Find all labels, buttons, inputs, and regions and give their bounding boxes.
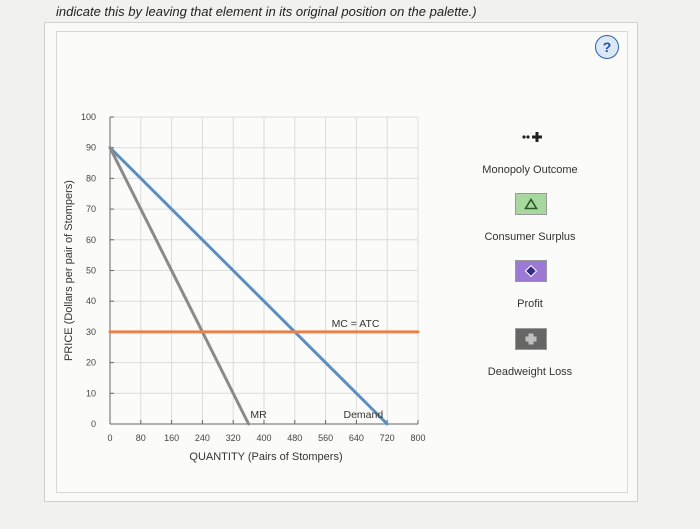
palette-label-profit: Profit	[517, 298, 543, 310]
y-tick-label: 0	[91, 419, 96, 429]
x-tick-label: 80	[136, 433, 146, 443]
palette-label-monopoly-outcome: Monopoly Outcome	[482, 164, 578, 176]
y-axis-title: PRICE (Dollars per pair of Stompers)	[63, 180, 75, 361]
x-tick-label: 0	[107, 433, 112, 443]
y-tick-label: 70	[86, 204, 96, 214]
y-tick-label: 100	[81, 112, 96, 122]
x-tick-label: 320	[226, 433, 241, 443]
help-button[interactable]: ?	[595, 35, 619, 59]
x-tick-label: 720	[380, 433, 395, 443]
y-tick-label: 50	[86, 266, 96, 276]
plus-icon	[524, 332, 538, 346]
palette-label-deadweight-loss: Deadweight Loss	[487, 366, 573, 378]
y-tick-label: 10	[86, 388, 96, 398]
instruction-text: indicate this by leaving that element in…	[56, 4, 477, 19]
x-tick-label: 400	[256, 433, 271, 443]
x-tick-label: 800	[410, 433, 425, 443]
series-line-mr	[108, 146, 251, 426]
y-tick-label: 20	[86, 358, 96, 368]
y-tick-label: 90	[86, 143, 96, 153]
diamond-icon	[524, 264, 538, 278]
palette-tool-consumer-surplus[interactable]	[515, 193, 547, 215]
palette-tool-monopoly-outcome[interactable]	[515, 127, 545, 147]
series-label-demand: Demand	[343, 409, 383, 421]
y-tick-label: 60	[86, 235, 96, 245]
x-tick-label: 240	[195, 433, 210, 443]
y-tick-label: 40	[86, 296, 96, 306]
y-tick-label: 80	[86, 173, 96, 183]
series-label-mr: MR	[250, 409, 267, 421]
palette-label-consumer-surplus: Consumer Surplus	[484, 231, 576, 243]
series-line-demand	[108, 146, 389, 426]
x-tick-label: 560	[318, 433, 333, 443]
plus-marker-icon	[515, 127, 545, 147]
x-tick-label: 480	[287, 433, 302, 443]
x-tick-label: 160	[164, 433, 179, 443]
x-tick-label: 640	[349, 433, 364, 443]
y-tick-label: 30	[86, 327, 96, 337]
series-label-mc-atc: MC = ATC	[332, 318, 380, 330]
triangle-icon	[524, 198, 538, 210]
x-axis-title: QUANTITY (Pairs of Stompers)	[189, 451, 342, 463]
palette-tool-profit[interactable]	[515, 260, 547, 282]
palette-tool-deadweight-loss[interactable]	[515, 328, 547, 350]
